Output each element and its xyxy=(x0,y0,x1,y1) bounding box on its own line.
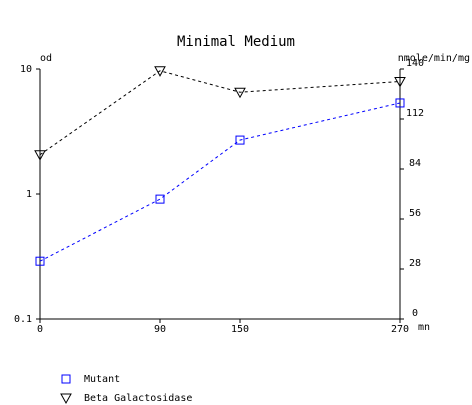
y2-tick-label: 112 xyxy=(406,108,424,119)
y-axis-label: od xyxy=(40,53,52,64)
series-line xyxy=(39,70,401,156)
x-tick-label: 0 xyxy=(37,324,43,335)
legend-marker xyxy=(61,374,71,384)
y2-tick-label: 56 xyxy=(409,208,421,219)
data-point xyxy=(234,87,246,99)
data-point xyxy=(155,194,165,204)
data-point xyxy=(154,66,166,77)
data-point xyxy=(235,135,245,145)
legend-label: Mutant xyxy=(84,374,120,385)
y2-axis-label: nmole/min/mg xyxy=(398,53,470,64)
x-axis-label: mn xyxy=(418,322,430,333)
y-tick-label: 1 xyxy=(26,189,32,200)
legend-label: Beta Galactosidase xyxy=(84,393,192,404)
y-tick-label: 0.1 xyxy=(14,314,32,325)
x-tick-label: 150 xyxy=(231,324,249,335)
data-point xyxy=(394,77,406,88)
data-point xyxy=(395,98,405,108)
x-tick-label: 90 xyxy=(154,324,166,335)
y2-tick-label: 84 xyxy=(409,158,421,169)
data-point xyxy=(35,256,45,266)
series-line xyxy=(39,102,401,262)
y2-tick-label: 0 xyxy=(412,308,418,319)
data-point xyxy=(34,150,46,161)
legend-marker xyxy=(60,393,72,405)
y2-tick-label: 140 xyxy=(406,58,424,69)
y-tick-label: 10 xyxy=(20,64,32,75)
x-tick-label: 270 xyxy=(391,324,409,335)
chart-title: Minimal Medium xyxy=(177,34,295,50)
y2-tick-label: 28 xyxy=(409,258,421,269)
